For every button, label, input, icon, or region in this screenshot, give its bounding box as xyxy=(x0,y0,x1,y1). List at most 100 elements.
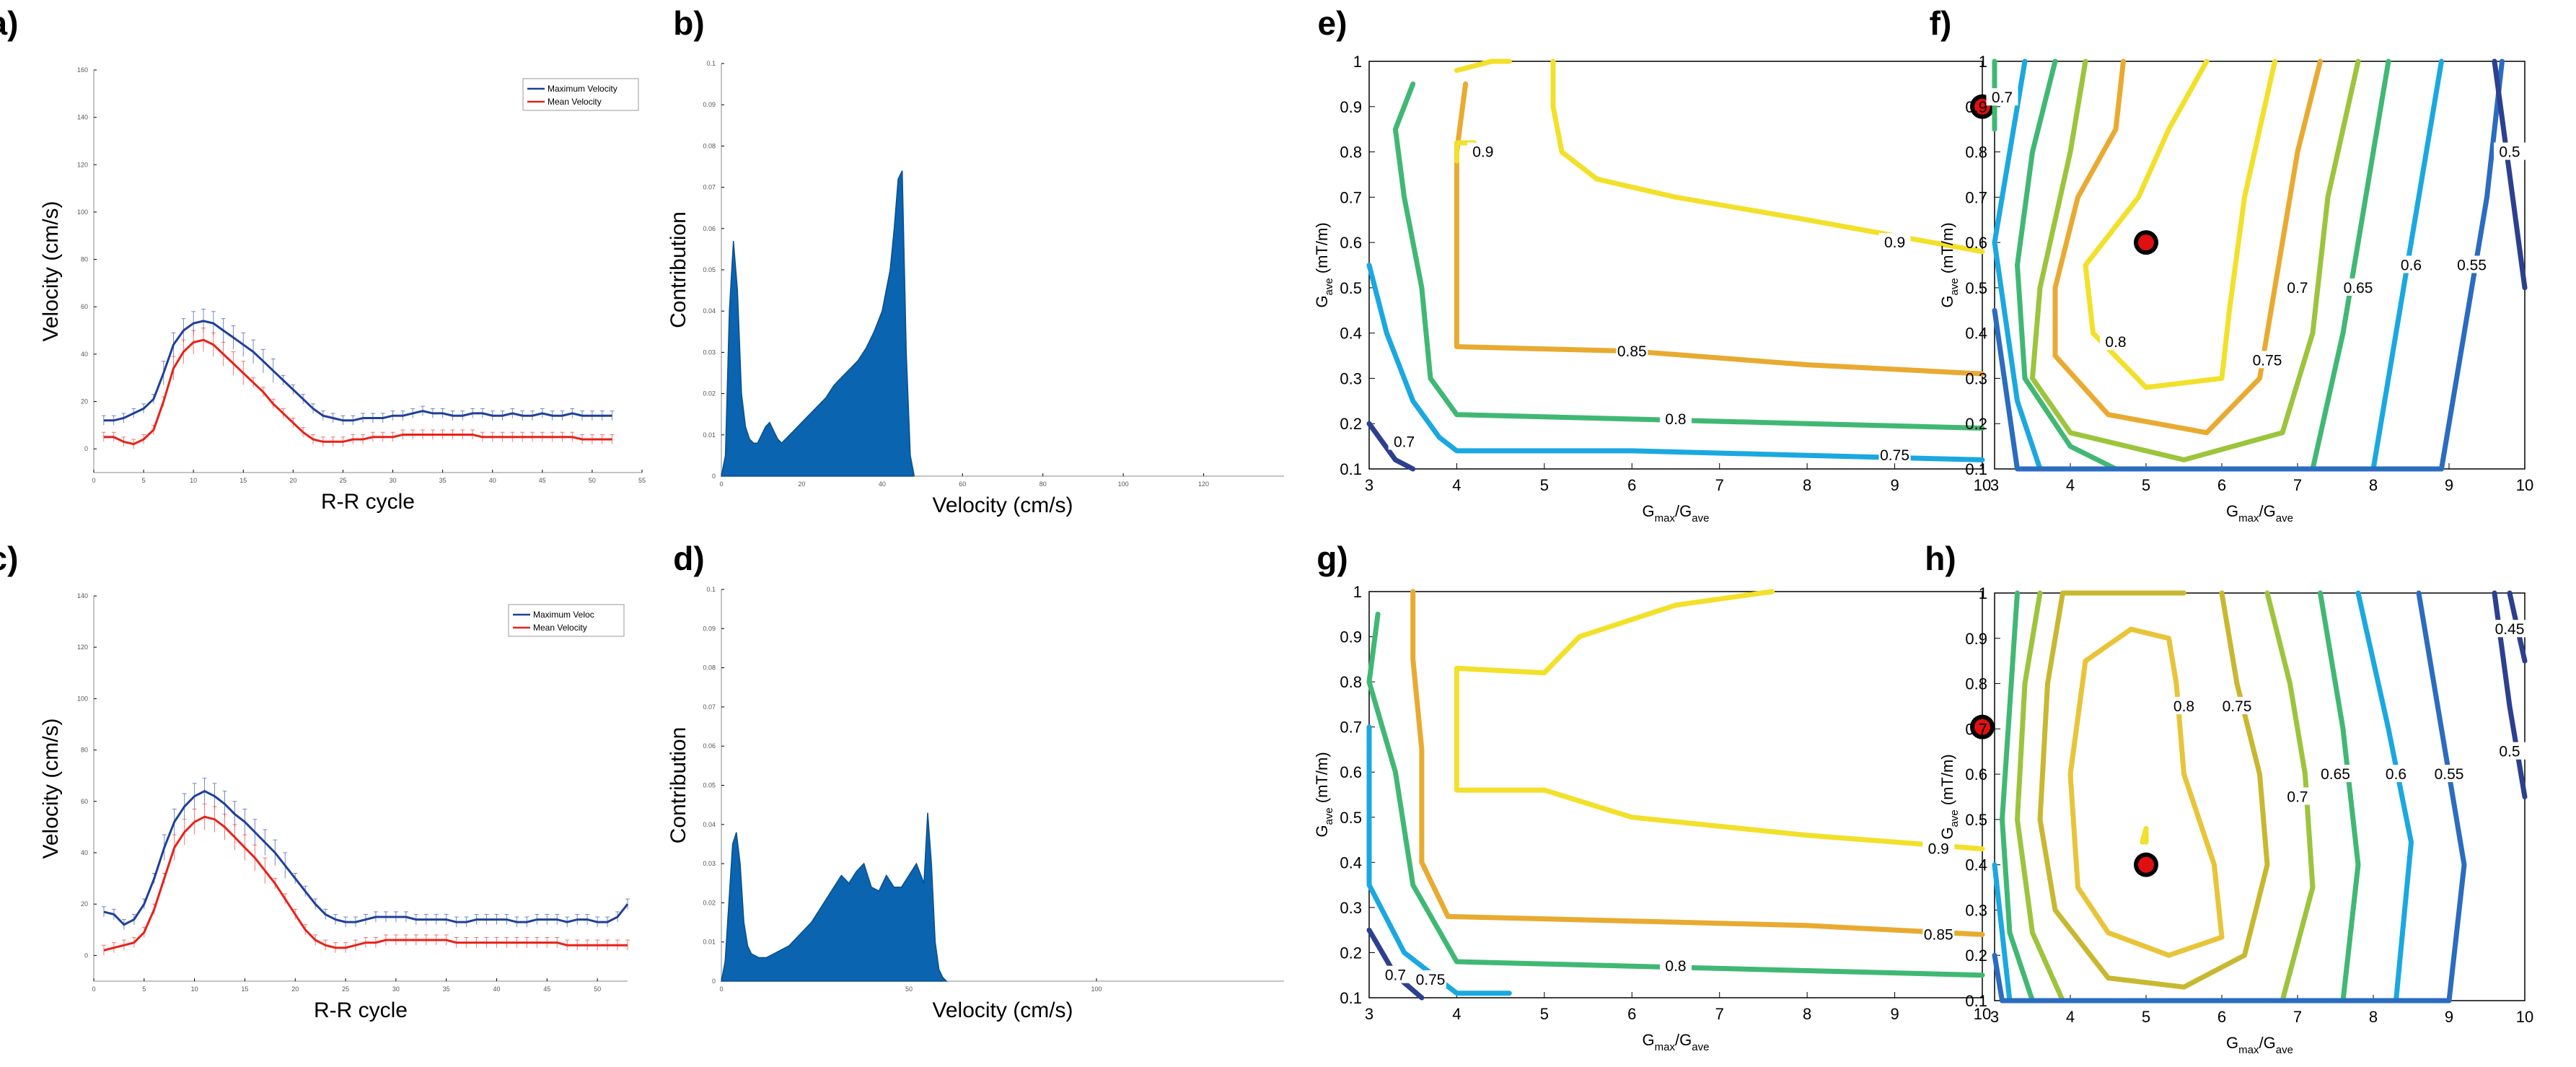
x-tick-label: 0 xyxy=(92,985,95,993)
contour-label: 0.65 xyxy=(2321,766,2350,783)
contour-label: 0.55 xyxy=(2435,766,2464,783)
y-tick-label: 0.5 xyxy=(1340,279,1362,297)
contour-label-bg xyxy=(2168,696,2200,714)
x-tick-label: 30 xyxy=(392,985,400,993)
x-tick-label: 6 xyxy=(2217,1008,2226,1026)
y-tick-label: 1 xyxy=(1979,53,1987,71)
y-tick-label: 0.6 xyxy=(1340,234,1362,252)
y-tick-label: 0.5 xyxy=(1965,811,1987,829)
x-tick-label: 6 xyxy=(2217,476,2226,494)
y-tick-label: 0 xyxy=(712,978,716,985)
legend-box xyxy=(522,78,639,111)
x-tick-label: 50 xyxy=(594,985,601,993)
y-tick-label: 0.3 xyxy=(1340,899,1362,917)
x-tick-label: 6 xyxy=(1627,476,1636,494)
x-tick-label: 30 xyxy=(390,477,397,484)
y-tick-label: 60 xyxy=(81,798,88,805)
y-tick-label: 0.4 xyxy=(1965,325,1987,343)
y-tick-label: 0.9 xyxy=(1965,98,1987,116)
x-tick-label: 10 xyxy=(1974,1005,1991,1023)
x-tick-label: 25 xyxy=(339,477,346,484)
contour-line xyxy=(1550,58,1985,255)
x-tick-label: 3 xyxy=(1365,476,1373,494)
x-tick-label: 5 xyxy=(2142,476,2150,494)
y-tick-label: 0.6 xyxy=(1340,763,1362,781)
y-tick-label: 0.6 xyxy=(1965,765,1987,783)
x-tick-label: 10 xyxy=(190,477,197,484)
panel-label: f) xyxy=(1930,4,1952,42)
panel-label: h) xyxy=(1925,540,1956,577)
x-tick-label: 35 xyxy=(439,477,447,484)
x-tick-label: 60 xyxy=(959,480,966,488)
contour-line xyxy=(1366,263,1985,462)
y-axis-label: Contribution xyxy=(667,727,690,844)
contour-label-bg xyxy=(1660,409,1692,427)
y-tick-label: 0.08 xyxy=(703,664,716,672)
y-tick-label: 0.8 xyxy=(1965,144,1987,162)
optimum-marker xyxy=(2138,856,2154,873)
x-axis-label: Velocity (cm/s) xyxy=(932,493,1073,517)
y-tick-label: 20 xyxy=(81,398,88,405)
contour-label-bg xyxy=(1878,233,1911,251)
contour-label-bg xyxy=(1878,446,1911,464)
contour-line xyxy=(2052,58,2323,436)
y-tick-label: 1 xyxy=(1353,53,1362,71)
x-tick-label: 10 xyxy=(191,985,198,993)
contour-label-bg xyxy=(2456,255,2488,273)
contour-label-bg xyxy=(1660,957,1692,975)
x-tick-label: 5 xyxy=(1540,476,1549,494)
y-tick-label: 0.7 xyxy=(1965,188,1987,206)
contour-label: 0.5 xyxy=(2499,744,2520,760)
y-tick-label: 0.1 xyxy=(1340,989,1362,1007)
contour-label: 0.7 xyxy=(1992,89,2013,106)
x-axis-label: Velocity (cm/s) xyxy=(932,998,1073,1022)
x-tick-label: 9 xyxy=(1890,1005,1899,1023)
contour-label-bg xyxy=(2433,765,2465,783)
contour-label: 0.75 xyxy=(2223,698,2252,715)
contour-label: 0.8 xyxy=(2173,698,2194,715)
contour-label-bg xyxy=(2380,765,2412,783)
x-axis-label: R-R cycle xyxy=(321,490,415,514)
y-tick-label: 0 xyxy=(84,445,88,452)
contour-label-bg xyxy=(2251,351,2283,369)
contour-label: 0.7 xyxy=(1394,434,1415,450)
contour-label-bg xyxy=(2282,787,2313,805)
contour-line xyxy=(1454,589,1985,852)
optimum-marker xyxy=(2138,234,2154,251)
contour-label-bg xyxy=(1415,970,1446,988)
y-tick-label: 0.03 xyxy=(703,860,716,867)
y-tick-label: 0.06 xyxy=(703,742,716,750)
y-tick-label: 0.07 xyxy=(703,184,716,191)
x-tick-label: 4 xyxy=(2066,1008,2075,1026)
contour-line xyxy=(2030,58,2361,462)
y-tick-label: 0.04 xyxy=(703,307,716,315)
panel-label: c) xyxy=(0,540,18,577)
y-axis-label: Gave (mT/m) xyxy=(1313,222,1335,307)
contour-label: 0.9 xyxy=(1928,841,1949,858)
contour-label: 0.65 xyxy=(2344,280,2373,297)
y-tick-label: 0.04 xyxy=(703,821,716,828)
x-tick-label: 0 xyxy=(92,477,95,484)
y-axis-label: Velocity (cm/s) xyxy=(39,718,63,859)
y-tick-label: 0.2 xyxy=(1340,944,1362,962)
x-tick-label: 9 xyxy=(2445,476,2453,494)
y-tick-label: 0.4 xyxy=(1340,853,1362,871)
contour-label-bg xyxy=(2342,278,2374,296)
y-tick-label: 0.9 xyxy=(1340,98,1362,116)
y-axis-label: Velocity (cm/s) xyxy=(39,201,63,341)
y-tick-label: 0.8 xyxy=(1340,144,1362,162)
y-tick-label: 0.1 xyxy=(1340,460,1362,478)
panels-root: a)05101520253035404550550204060801001201… xyxy=(0,4,2533,1056)
contour-line xyxy=(1392,81,1985,431)
y-tick-label: 0.07 xyxy=(703,703,716,711)
x-tick-label: 0 xyxy=(719,985,723,993)
contour-label-bg xyxy=(2221,696,2253,714)
contour-label-bg xyxy=(1922,839,1955,857)
y-axis-label: Gave (mT/m) xyxy=(1938,754,1961,839)
contour-label-bg xyxy=(2494,620,2526,638)
y-tick-label: 100 xyxy=(77,208,88,216)
series-line-mean xyxy=(103,815,628,952)
contour-label-bg xyxy=(1467,142,1499,160)
y-tick-label: 0.8 xyxy=(1340,673,1362,691)
y-tick-label: 0.7 xyxy=(1340,188,1362,206)
